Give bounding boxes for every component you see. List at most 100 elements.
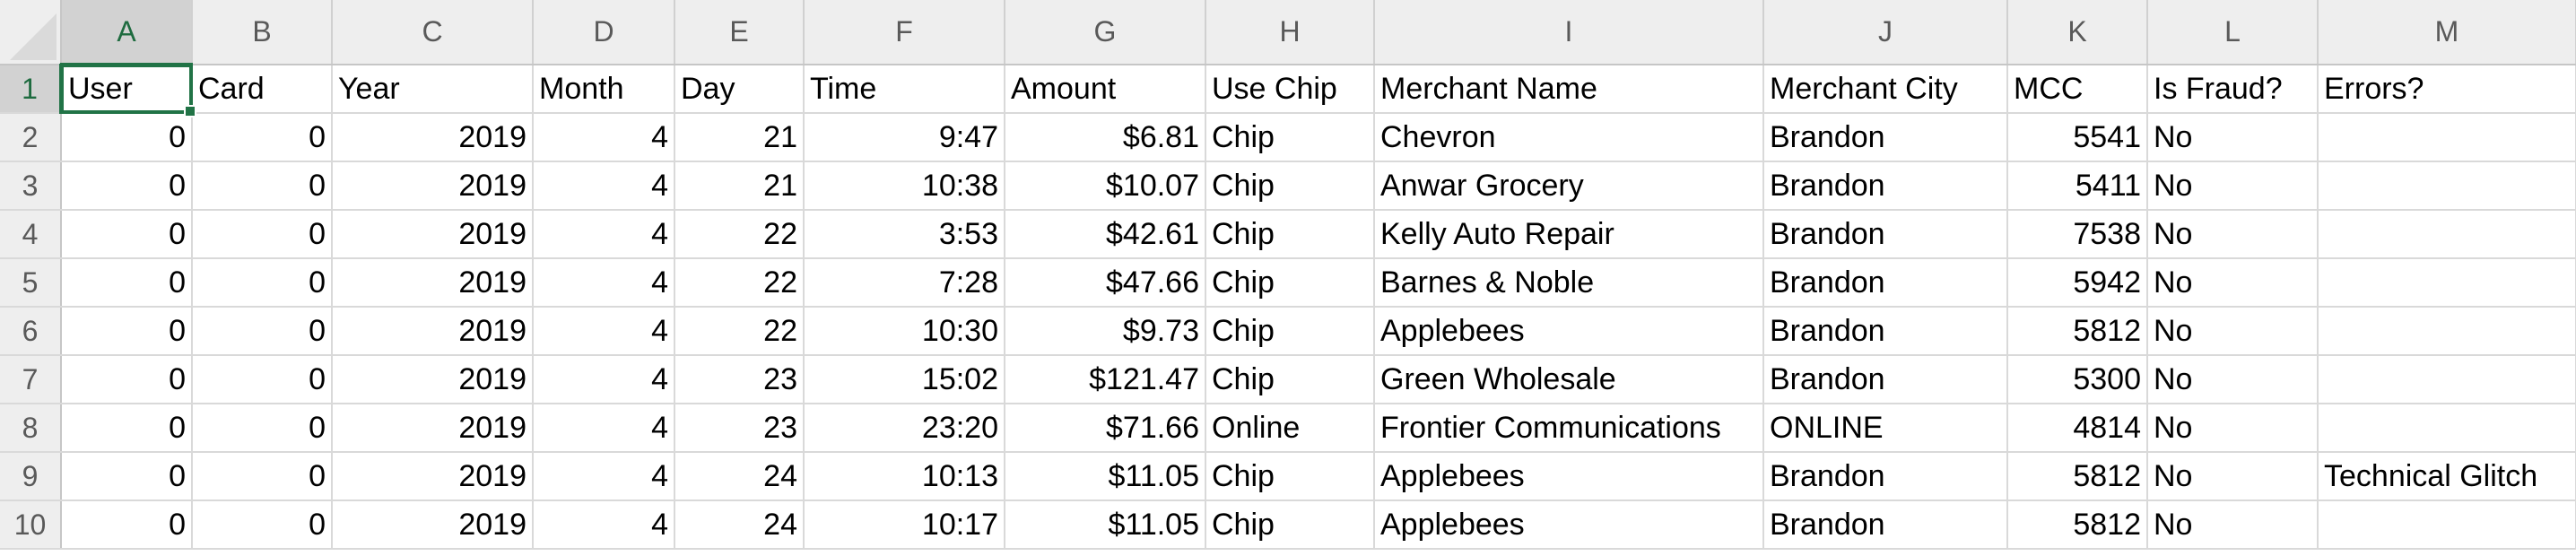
cell-a8[interactable]: 0 <box>61 404 193 453</box>
row-header[interactable]: 4 <box>0 210 62 259</box>
cell-g8[interactable]: $71.66 <box>1005 404 1206 453</box>
column-header-j[interactable]: J <box>1763 0 2008 65</box>
cell-k7[interactable]: 5300 <box>2007 355 2148 404</box>
cell-i10[interactable]: Applebees <box>1374 500 1764 550</box>
cell-g5[interactable]: $47.66 <box>1005 258 1206 308</box>
cell-h6[interactable]: Chip <box>1205 307 1375 356</box>
cell-j2[interactable]: Brandon <box>1763 113 2008 162</box>
cell-k5[interactable]: 5942 <box>2007 258 2148 308</box>
cell-a5[interactable]: 0 <box>61 258 193 308</box>
cell-j9[interactable]: Brandon <box>1763 452 2008 501</box>
cell-d9[interactable]: 4 <box>533 452 675 501</box>
row-header[interactable]: 3 <box>0 161 62 211</box>
cell-g3[interactable]: $10.07 <box>1005 161 1206 211</box>
cell-f10[interactable]: 10:17 <box>804 500 1005 550</box>
cell-m4[interactable] <box>2318 210 2576 259</box>
cell-i9[interactable]: Applebees <box>1374 452 1764 501</box>
cell-l6[interactable]: No <box>2147 307 2319 356</box>
cell-f7[interactable]: 15:02 <box>804 355 1005 404</box>
cell-m1[interactable]: Errors? <box>2318 65 2576 114</box>
cell-g1[interactable]: Amount <box>1005 65 1206 114</box>
cell-b6[interactable]: 0 <box>192 307 333 356</box>
cell-g4[interactable]: $42.61 <box>1005 210 1206 259</box>
cell-l4[interactable]: No <box>2147 210 2319 259</box>
cell-e1[interactable]: Day <box>674 65 805 114</box>
cell-k10[interactable]: 5812 <box>2007 500 2148 550</box>
cell-k8[interactable]: 4814 <box>2007 404 2148 453</box>
cell-j8[interactable]: ONLINE <box>1763 404 2008 453</box>
column-header-i[interactable]: I <box>1374 0 1764 65</box>
row-header[interactable]: 2 <box>0 113 62 162</box>
cell-j3[interactable]: Brandon <box>1763 161 2008 211</box>
cell-i3[interactable]: Anwar Grocery <box>1374 161 1764 211</box>
cell-b4[interactable]: 0 <box>192 210 333 259</box>
cell-c5[interactable]: 2019 <box>332 258 534 308</box>
cell-j6[interactable]: Brandon <box>1763 307 2008 356</box>
cell-a6[interactable]: 0 <box>61 307 193 356</box>
row-header[interactable]: 10 <box>0 500 62 550</box>
cell-d3[interactable]: 4 <box>533 161 675 211</box>
cell-g6[interactable]: $9.73 <box>1005 307 1206 356</box>
cell-b3[interactable]: 0 <box>192 161 333 211</box>
cell-b2[interactable]: 0 <box>192 113 333 162</box>
cell-f6[interactable]: 10:30 <box>804 307 1005 356</box>
cell-c3[interactable]: 2019 <box>332 161 534 211</box>
cell-f5[interactable]: 7:28 <box>804 258 1005 308</box>
cell-b1[interactable]: Card <box>192 65 333 114</box>
cell-g9[interactable]: $11.05 <box>1005 452 1206 501</box>
cell-l10[interactable]: No <box>2147 500 2319 550</box>
row-header[interactable]: 1 <box>0 65 63 114</box>
cell-k1[interactable]: MCC <box>2007 65 2148 114</box>
cell-i7[interactable]: Green Wholesale <box>1374 355 1764 404</box>
select-all-corner[interactable] <box>0 0 62 65</box>
cell-f1[interactable]: Time <box>804 65 1005 114</box>
cell-e7[interactable]: 23 <box>674 355 805 404</box>
cell-c10[interactable]: 2019 <box>332 500 534 550</box>
cell-i6[interactable]: Applebees <box>1374 307 1764 356</box>
cell-l3[interactable]: No <box>2147 161 2319 211</box>
cell-l8[interactable]: No <box>2147 404 2319 453</box>
cell-i8[interactable]: Frontier Communications <box>1374 404 1764 453</box>
cell-e5[interactable]: 22 <box>674 258 805 308</box>
cell-e9[interactable]: 24 <box>674 452 805 501</box>
row-header[interactable]: 5 <box>0 258 62 308</box>
column-header-g[interactable]: G <box>1005 0 1206 65</box>
cell-a3[interactable]: 0 <box>61 161 193 211</box>
selected-cell-a1[interactable]: User <box>60 64 196 117</box>
cell-a2[interactable]: 0 <box>61 113 193 162</box>
cell-l2[interactable]: No <box>2147 113 2319 162</box>
cell-d2[interactable]: 4 <box>533 113 675 162</box>
cell-h1[interactable]: Use Chip <box>1205 65 1375 114</box>
cell-e10[interactable]: 24 <box>674 500 805 550</box>
cell-e2[interactable]: 21 <box>674 113 805 162</box>
cell-b10[interactable]: 0 <box>192 500 333 550</box>
cell-f9[interactable]: 10:13 <box>804 452 1005 501</box>
cell-e6[interactable]: 22 <box>674 307 805 356</box>
cell-i4[interactable]: Kelly Auto Repair <box>1374 210 1764 259</box>
cell-d8[interactable]: 4 <box>533 404 675 453</box>
cell-h4[interactable]: Chip <box>1205 210 1375 259</box>
cell-j5[interactable]: Brandon <box>1763 258 2008 308</box>
cell-e4[interactable]: 22 <box>674 210 805 259</box>
cell-i5[interactable]: Barnes & Noble <box>1374 258 1764 308</box>
cell-h3[interactable]: Chip <box>1205 161 1375 211</box>
cell-m7[interactable] <box>2318 355 2576 404</box>
cell-c2[interactable]: 2019 <box>332 113 534 162</box>
cell-i2[interactable]: Chevron <box>1374 113 1764 162</box>
cell-m8[interactable] <box>2318 404 2576 453</box>
cell-g2[interactable]: $6.81 <box>1005 113 1206 162</box>
cell-c9[interactable]: 2019 <box>332 452 534 501</box>
cell-b7[interactable]: 0 <box>192 355 333 404</box>
column-header-l[interactable]: L <box>2147 0 2319 65</box>
cell-c7[interactable]: 2019 <box>332 355 534 404</box>
cell-m6[interactable] <box>2318 307 2576 356</box>
row-header[interactable]: 8 <box>0 404 62 453</box>
cell-f4[interactable]: 3:53 <box>804 210 1005 259</box>
cell-a7[interactable]: 0 <box>61 355 193 404</box>
cell-i1[interactable]: Merchant Name <box>1374 65 1764 114</box>
cell-m2[interactable] <box>2318 113 2576 162</box>
cell-k9[interactable]: 5812 <box>2007 452 2148 501</box>
cell-b5[interactable]: 0 <box>192 258 333 308</box>
cell-j7[interactable]: Brandon <box>1763 355 2008 404</box>
cell-h10[interactable]: Chip <box>1205 500 1375 550</box>
